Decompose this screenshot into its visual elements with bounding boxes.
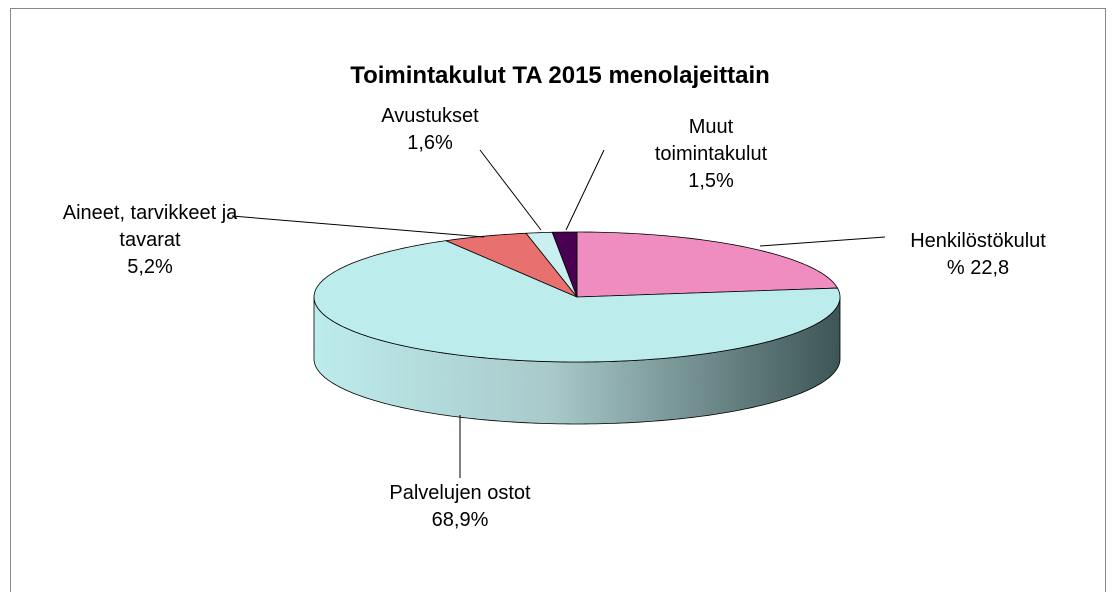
slice xyxy=(576,231,839,298)
chart-frame xyxy=(10,8,1106,592)
slice-label: Muut toimintakulut xyxy=(654,116,768,165)
slice xyxy=(313,240,841,363)
value-label: 1,5% xyxy=(688,170,734,192)
value-label: 1,6% xyxy=(407,132,453,154)
slice-label: Palvelujen ostot xyxy=(389,482,531,504)
leader-line xyxy=(479,149,542,231)
slice-label: Aineet, tarvikkeet ja tavarat xyxy=(62,202,238,251)
leader-line xyxy=(759,236,886,247)
slice xyxy=(551,231,578,298)
slice-label: Avustukset xyxy=(381,105,479,127)
value-label: 5,2% xyxy=(127,256,173,278)
value-label: 68,9% xyxy=(431,509,489,531)
slice xyxy=(444,232,578,298)
chart-title: Toimintakulut TA 2015 menolajeittain xyxy=(350,62,770,89)
leader-line xyxy=(231,215,485,238)
slice xyxy=(525,231,578,298)
value-label: % 22,8 xyxy=(946,257,1010,279)
slice-label: Henkilöstökulut xyxy=(910,230,1046,252)
leader-line xyxy=(565,149,605,231)
